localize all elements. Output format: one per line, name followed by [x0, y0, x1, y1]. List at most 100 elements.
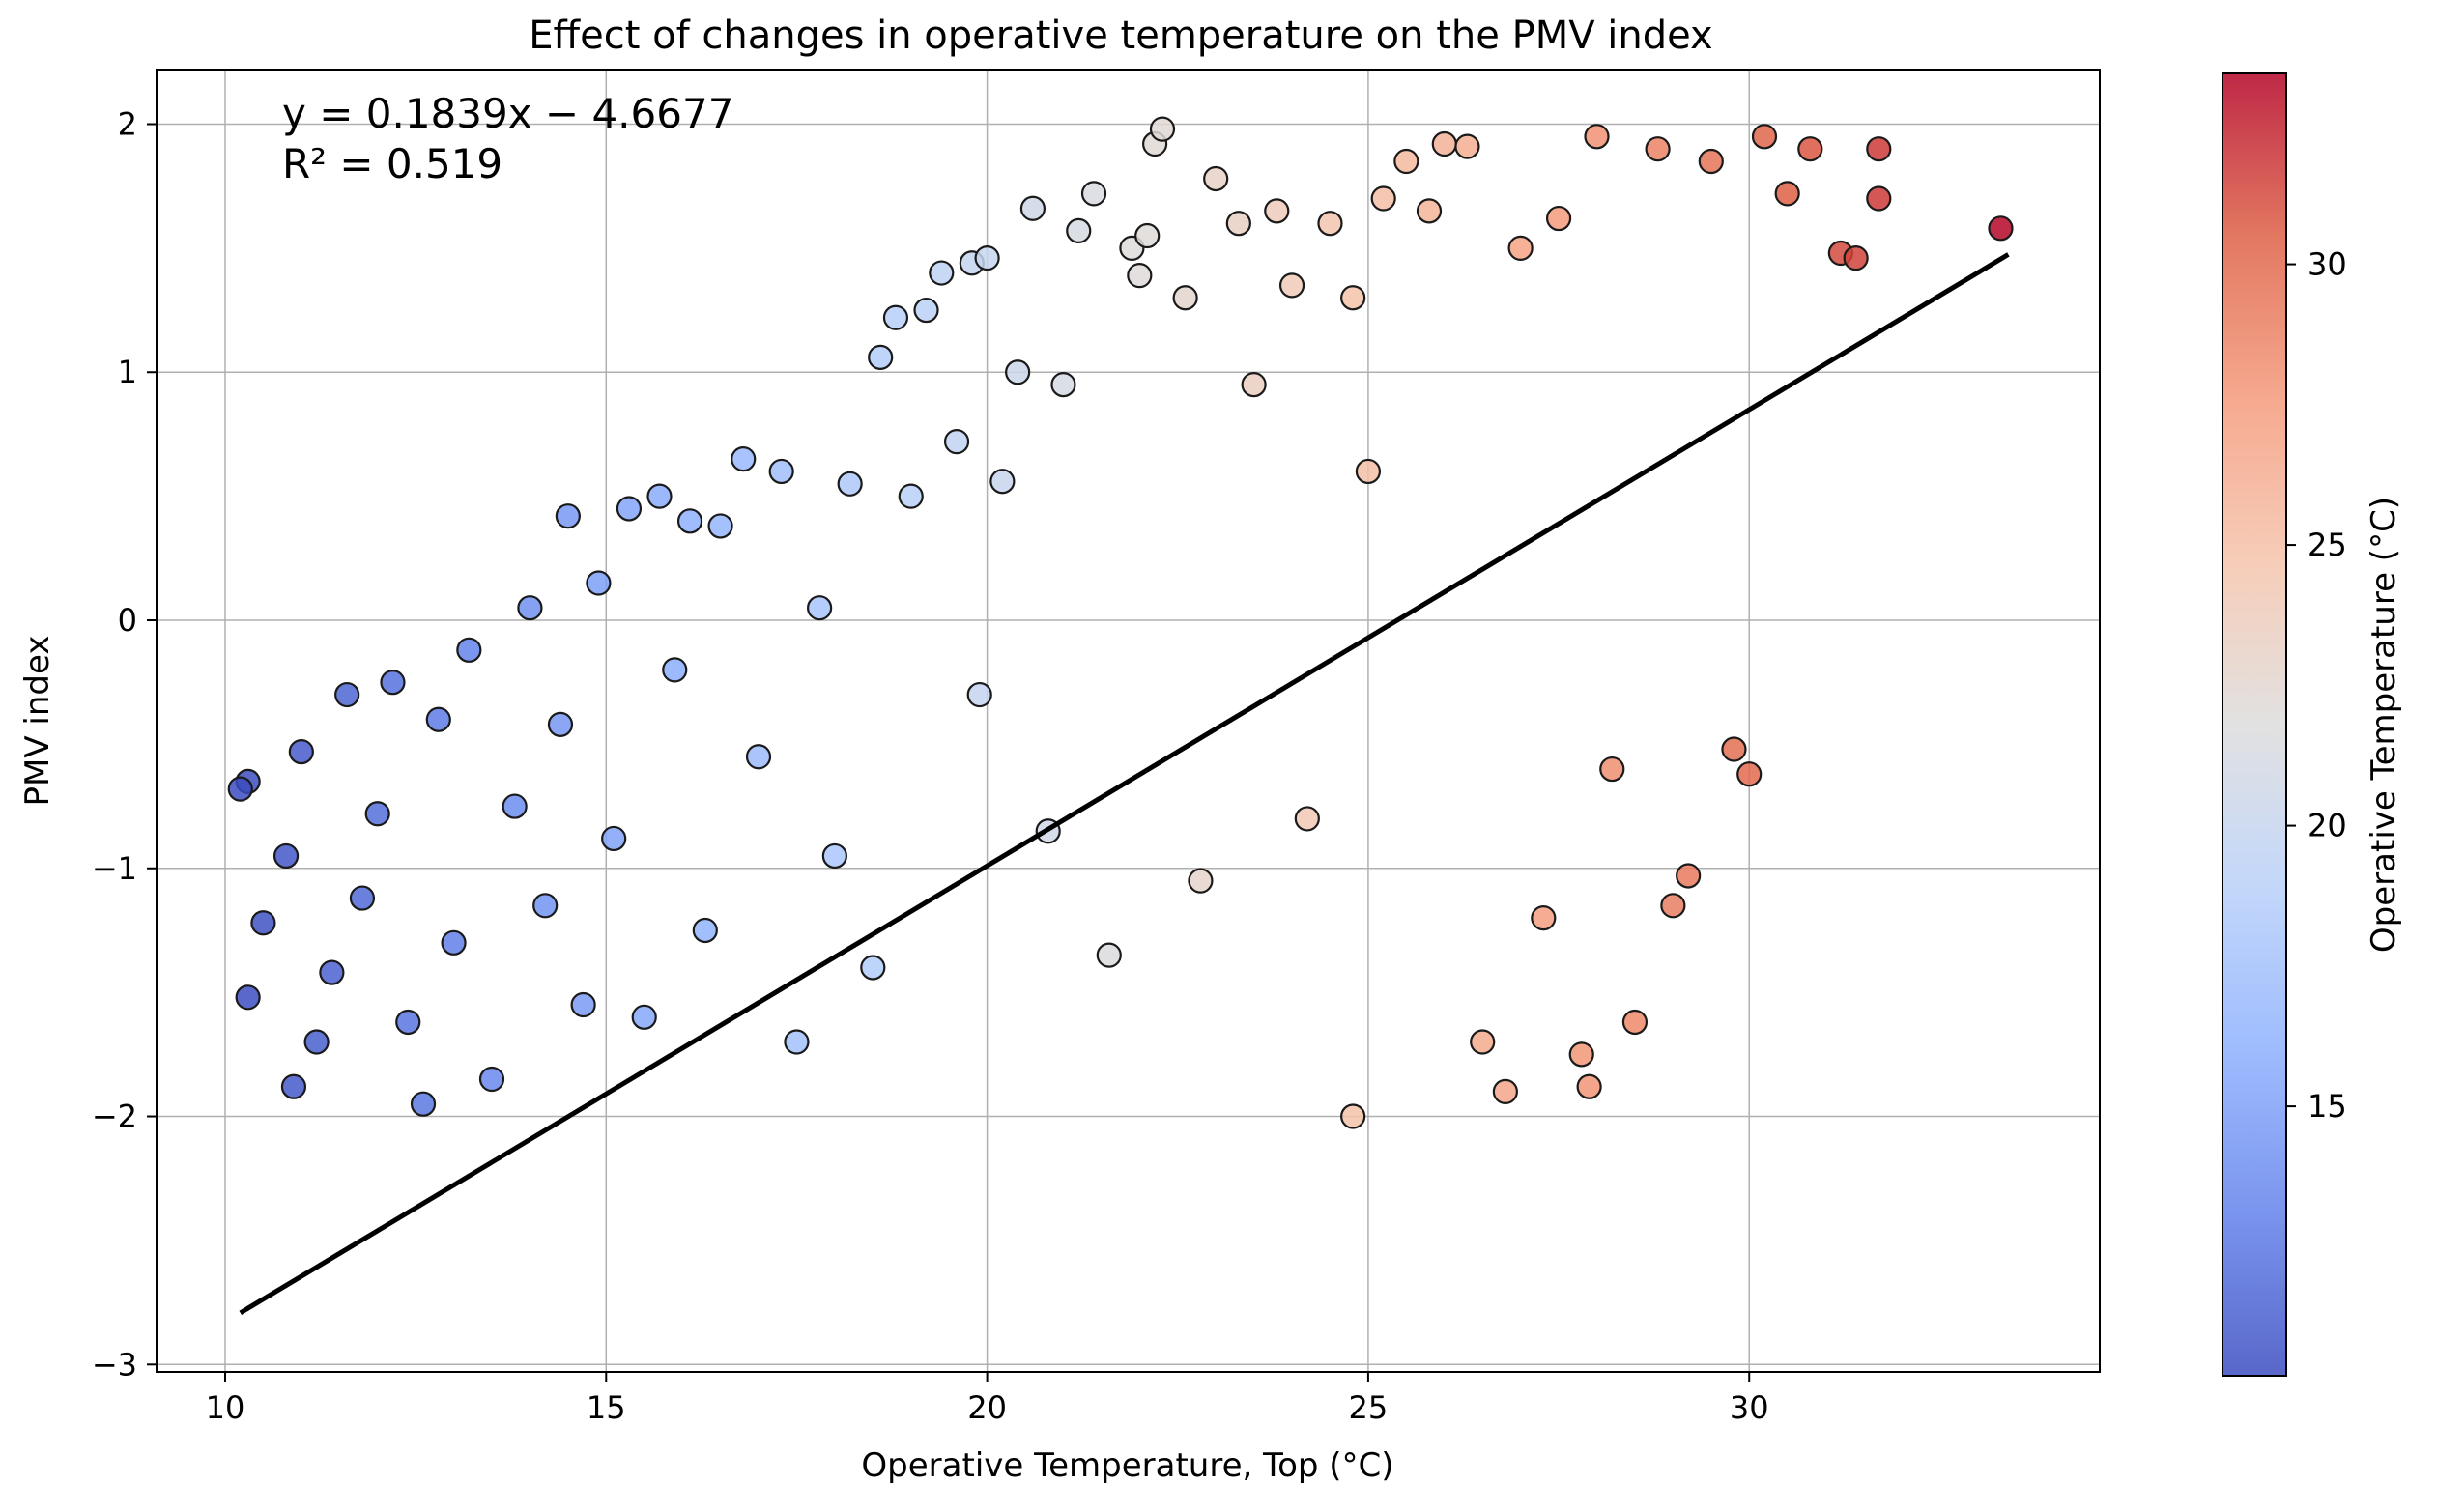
data-point [1340, 1103, 1366, 1129]
data-point [1866, 185, 1892, 212]
data-point [616, 496, 643, 522]
colorbar-tick-label: 15 [2308, 1088, 2347, 1125]
data-point [1545, 205, 1572, 232]
data-point [502, 793, 528, 819]
data-point [280, 1073, 307, 1099]
y-tick-label: −3 [92, 1346, 137, 1383]
data-point [1340, 285, 1366, 311]
y-tick-label: 1 [118, 354, 137, 390]
data-point [1584, 124, 1610, 150]
data-point [272, 842, 300, 870]
grid-lines [157, 70, 2100, 1372]
data-point [456, 637, 482, 663]
regression-line [239, 252, 2010, 1316]
data-point [868, 344, 894, 370]
data-point [1066, 217, 1092, 243]
data-point [1241, 371, 1267, 398]
data-point [586, 570, 612, 596]
data-point [1225, 211, 1251, 237]
data-point [478, 1066, 505, 1093]
y-tick-label: −2 [92, 1098, 137, 1135]
data-point [1355, 458, 1382, 485]
data-point [821, 842, 847, 870]
x-tick-label: 10 [206, 1389, 245, 1426]
data-point [807, 595, 833, 621]
data-point [1454, 133, 1480, 159]
data-point [1492, 1078, 1518, 1104]
data-point [1416, 198, 1443, 224]
data-point [745, 744, 772, 770]
x-tick-label: 30 [1730, 1389, 1769, 1426]
data-point [334, 681, 360, 708]
data-point [380, 670, 406, 696]
colorbar-ticks: 15 20 25 30 [2286, 246, 2347, 1125]
data-point [570, 991, 596, 1018]
x-tick-label: 25 [1349, 1389, 1389, 1426]
r-squared-label: R² = 0.519 [282, 140, 502, 187]
data-point [410, 1091, 437, 1117]
plot-area-frame [156, 69, 2101, 1373]
y-axis-ticks: 2 1 0 −1 −2 −3 [92, 105, 157, 1383]
data-point [1050, 371, 1076, 398]
data-point [1866, 136, 1892, 162]
data-point [1645, 136, 1671, 162]
data-point [707, 513, 733, 539]
colorbar [2222, 72, 2287, 1377]
data-point [1080, 181, 1107, 207]
data-point [517, 595, 543, 621]
colorbar-tick-label: 30 [2308, 246, 2347, 283]
y-axis-label: PMV index [18, 636, 57, 807]
data-point [1507, 235, 1534, 261]
data-point [547, 711, 574, 737]
data-point [1127, 263, 1153, 289]
data-point [1531, 905, 1557, 931]
data-point [441, 929, 467, 956]
data-point [1676, 863, 1702, 889]
data-point [1172, 285, 1198, 311]
data-point [943, 429, 970, 455]
x-tick-label: 20 [967, 1389, 1007, 1426]
data-point [1621, 1009, 1649, 1036]
data-point [1203, 165, 1229, 192]
data-points [227, 116, 2014, 1129]
data-point [1278, 272, 1305, 299]
data-point [319, 959, 345, 985]
data-point [1264, 198, 1290, 224]
colorbar-label: Operative Temperature (°C) [2365, 497, 2403, 953]
colorbar-tick-label: 20 [2308, 808, 2347, 844]
data-point [768, 458, 794, 485]
data-point [1843, 245, 1869, 271]
data-point [395, 1009, 421, 1036]
x-axis-label: Operative Temperature, Top (°C) [861, 1446, 1393, 1485]
data-point [784, 1029, 810, 1055]
data-point [898, 483, 924, 509]
data-point [974, 245, 1000, 271]
data-point [1294, 806, 1320, 832]
data-point [731, 446, 757, 472]
data-point [1568, 1041, 1594, 1068]
y-tick-label: 0 [118, 602, 137, 639]
data-point [631, 1004, 657, 1030]
x-tick-label: 15 [587, 1389, 626, 1426]
data-point [1149, 116, 1176, 142]
data-point [1774, 181, 1800, 207]
regression-equation: y = 0.1839x − 4.6677 [282, 90, 733, 137]
x-axis-ticks: 10 15 20 25 30 [206, 1372, 1769, 1426]
data-point [882, 304, 909, 330]
data-point [1751, 124, 1778, 150]
data-point [1005, 359, 1031, 385]
colorbar-tick-label: 25 [2308, 527, 2347, 563]
data-point [425, 706, 451, 732]
data-point [303, 1029, 330, 1055]
data-point [1698, 148, 1724, 175]
data-point [1721, 736, 1747, 762]
data-point [1797, 136, 1823, 162]
data-point [1370, 185, 1396, 212]
data-point [662, 657, 688, 683]
data-point [1431, 130, 1457, 157]
y-tick-label: −1 [92, 850, 137, 887]
data-point [837, 471, 863, 497]
data-point [1019, 195, 1046, 221]
data-point [1988, 215, 2014, 242]
